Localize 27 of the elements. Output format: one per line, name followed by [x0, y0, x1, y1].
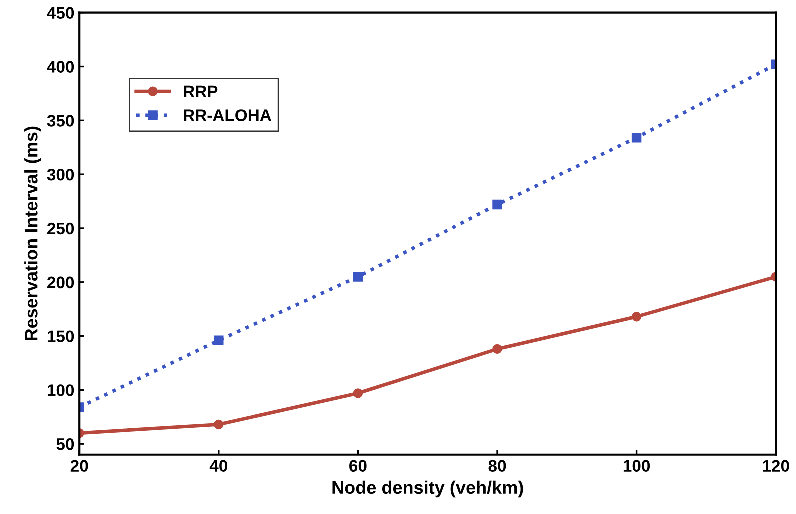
y-tick-label: 250	[48, 222, 74, 235]
point	[353, 388, 364, 398]
y-tick-label: 350	[47, 115, 74, 127]
legend-label: RRP	[184, 86, 218, 98]
legend-label: RR-ALOHA	[184, 110, 272, 122]
point	[492, 200, 502, 210]
y-tick-label: 300	[47, 168, 74, 181]
x-tick-label: 20	[70, 460, 88, 472]
point	[492, 344, 502, 354]
point	[214, 336, 224, 346]
y-tick-label: 50	[56, 438, 74, 450]
x-tick-label: 80	[488, 460, 506, 472]
x-tick-label: 100	[624, 460, 650, 472]
y-tick-label: 400	[47, 61, 74, 73]
y-axis-title: Reservation Interval (ms)	[24, 126, 42, 341]
point	[214, 420, 224, 430]
point	[353, 272, 364, 282]
y-tick-label: 100	[48, 384, 74, 396]
x-tick-label: 40	[210, 460, 228, 472]
y-tick-label: 150	[48, 330, 74, 342]
y-tick-label: 450	[47, 7, 74, 20]
point	[632, 133, 642, 143]
point	[632, 312, 642, 322]
x-tick-label: 60	[350, 460, 367, 472]
x-tick-label: 120	[763, 460, 790, 472]
y-tick-label: 200	[48, 276, 74, 289]
x-axis-title: Node density (veh/km)	[332, 480, 524, 498]
